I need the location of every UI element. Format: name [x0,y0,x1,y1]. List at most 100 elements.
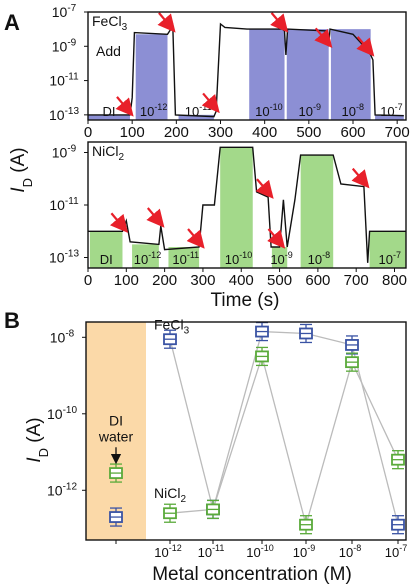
b-y-tick-label-2-exp: -8 [65,328,74,339]
add-arrow-5 [356,36,375,57]
region-label-0: DI [102,104,115,119]
y-tick-label-2-exp: -9 [67,144,76,155]
region-label-6-exp: -7 [395,102,403,112]
y-tick-label-0: 10-13 [49,106,79,123]
region-label-5: 10-8 [308,250,330,267]
ylabel-b-sub: D [36,448,51,457]
panel-b-xlabel: Metal concentration (M) [152,564,352,585]
series-label-fecl3-name: FeCl [154,317,184,333]
b-x-tick-label-1-exp: -11 [212,543,224,553]
series-label-fecl3-sub: 3 [184,326,190,337]
region-bar-0 [89,231,123,268]
x-tick-label-7: 700 [344,272,369,289]
add-arrow-4 [314,27,333,49]
add-arrow-5 [351,167,370,189]
add-arrow-0 [115,96,134,117]
x-tick-label-5: 500 [267,272,292,289]
y-tick-label-3-exp: -7 [67,3,76,14]
b-y-tick-label-1-exp: -10 [63,405,78,416]
ion-name: NiCl [92,143,118,159]
region-label-4-exp: -9 [285,250,293,260]
x-tick-label-1: 100 [120,124,145,141]
b-x-tick-label-2-base: 10 [246,545,260,560]
series-line-1 [169,354,399,528]
region-label-5-base: 10 [342,104,356,119]
b-x-tick-label-0-exp: -12 [169,543,182,553]
region-label-1: 10-12 [140,102,167,119]
ion-name: FeCl [92,13,122,29]
x-tick-label-0: 0 [84,272,92,289]
ylabel-a-main: I [8,187,29,193]
y-tick-label-1-exp: -11 [65,196,79,207]
region-label-2-base: 10 [185,104,199,119]
region-bar-6 [369,231,406,268]
y-tick-label-1-exp: -11 [65,72,79,83]
ion-label: FeCl3 [92,13,128,33]
plot-frame [87,11,407,121]
region-bar-1 [132,244,159,268]
region-bar-6 [375,114,404,120]
di-label-line2: water [98,428,134,444]
region-label-2-exp: -11 [187,250,199,260]
y-tick-label-2-exp: -9 [67,37,76,48]
y-tick-label-0-base: 10 [49,250,65,266]
region-label-0-base: DI [100,252,113,267]
x-tick-label-7: 700 [385,124,410,141]
ion-label: NiCl2 [92,143,124,163]
region-label-3-exp: -10 [239,250,252,260]
region-label-1-base: 10 [134,252,148,267]
b-x-tick-label-1-base: 10 [198,545,212,560]
b-y-tick-label-0-exp: -12 [63,481,78,492]
panel-label-b: B [4,308,20,333]
region-label-4-base: 10 [298,104,312,119]
region-label-6-exp: -7 [393,250,401,260]
x-tick-label-5: 500 [296,124,321,141]
b-x-tick-label-4-base: 10 [339,545,353,560]
region-bar-2 [178,114,214,120]
region-label-0-base: DI [102,104,115,119]
b-x-tick-label-0-base: 10 [154,545,168,560]
region-label-3-exp: -10 [270,102,283,112]
x-tick-label-0: 0 [84,124,92,141]
region-label-4: 10-9 [270,250,292,267]
b-y-tick-label-0: 10-12 [47,481,77,498]
y-tick-label-2: 10-9 [52,144,77,161]
x-tick-label-4: 400 [229,272,254,289]
chart-a-bottom: DI 10-12 10-11 10-10 10-9 10-8 10-70 100 200 300 4… [49,141,407,289]
y-tick-label-0: 10-13 [49,249,79,266]
b-x-tick-label-4-exp: -8 [353,543,361,553]
b-x-tick-label-5-base: 10 [385,545,399,560]
region-label-6-base: 10 [379,252,393,267]
series-label-nicl2-sub: 2 [180,494,186,505]
region-label-1-base: 10 [140,104,154,119]
series-label-fecl3: FeCl3 [154,317,190,337]
region-label-5: 10-8 [342,102,364,119]
x-tick-label-6: 600 [340,124,365,141]
x-tick-label-1: 100 [114,272,139,289]
series-label-nicl2: NiCl2 [154,485,186,505]
b-x-tick-label-4: 10-8 [339,543,361,560]
y-tick-label-0-exp: -13 [65,249,80,260]
x-tick-label-6: 600 [305,272,330,289]
b-x-tick-label-5-exp: -7 [399,543,407,553]
region-label-1-exp: -12 [148,250,161,260]
region-label-2: 10-11 [172,250,199,267]
ylabel-a-unit: (A) [8,147,29,178]
region-label-0: DI [100,252,113,267]
region-label-5-base: 10 [308,252,322,267]
x-tick-label-3: 300 [190,272,215,289]
panel-a-ylabel: ID (A) [8,147,35,192]
add-arrow-4 [267,228,286,249]
y-tick-label-2: 10-9 [52,37,77,54]
ion-subscript: 2 [118,152,124,163]
b-x-tick-label-3: 10-9 [293,543,315,560]
panel-label-a: A [4,10,20,35]
region-label-5-exp: -8 [356,102,364,112]
region-bar-3 [220,147,253,268]
region-label-5-exp: -8 [322,250,330,260]
add-arrow-0 [109,212,129,233]
b-x-tick-label-2: 10-10 [246,543,273,560]
add-label: Add [96,43,121,59]
